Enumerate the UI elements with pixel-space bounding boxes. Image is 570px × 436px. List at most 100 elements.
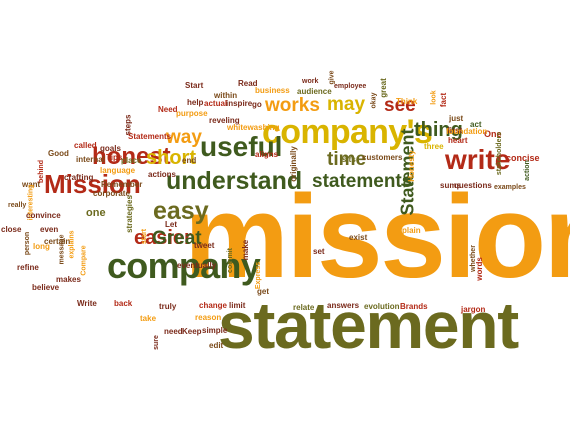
word-commit: commit bbox=[226, 248, 234, 273]
word-one: One bbox=[484, 129, 502, 139]
word-relate: relate bbox=[293, 303, 315, 312]
word-honesty: Honesty bbox=[406, 150, 416, 182]
word-certain: certain bbox=[44, 237, 71, 246]
word-even: even bbox=[40, 225, 59, 234]
word-act: act bbox=[470, 120, 482, 129]
word-aligns: aligns bbox=[255, 150, 279, 159]
word-one: one bbox=[86, 207, 106, 219]
word-express: Express bbox=[255, 261, 263, 290]
word-easy: easy bbox=[153, 197, 209, 225]
word-jargon: jargon bbox=[461, 305, 486, 314]
word-tweet: tweet bbox=[194, 241, 215, 250]
word-great: great bbox=[378, 78, 388, 98]
word-start: Start bbox=[185, 81, 204, 90]
word-work: work bbox=[302, 78, 319, 85]
word-tips: Tips bbox=[106, 153, 123, 162]
word-exist: exist bbox=[349, 233, 368, 242]
word-honest: honest bbox=[92, 143, 171, 170]
word-strategies: strategies bbox=[124, 195, 134, 233]
word-called: called bbox=[74, 141, 97, 150]
word-inspire: inspire bbox=[226, 99, 253, 108]
word-close: close bbox=[1, 225, 22, 234]
word-makes: makes bbox=[56, 275, 81, 284]
word-keep: Keep bbox=[182, 327, 202, 336]
word-corporate: corporate bbox=[93, 189, 130, 198]
word-time: time bbox=[327, 149, 367, 170]
word-originally: originally bbox=[288, 146, 298, 182]
word-works: works bbox=[265, 95, 320, 116]
word-internal: internal bbox=[76, 155, 105, 164]
word-heart: heart bbox=[448, 136, 468, 145]
word-plain: plain bbox=[402, 226, 421, 235]
word-get: get bbox=[257, 287, 269, 296]
word-change: change bbox=[199, 301, 228, 310]
word-audience: audience bbox=[297, 87, 332, 96]
word-person: person bbox=[24, 231, 32, 256]
word-read: Read bbox=[238, 79, 258, 88]
word-great: Great bbox=[152, 228, 202, 249]
word-mission: Mission bbox=[44, 169, 141, 199]
word-sits: sits bbox=[342, 155, 356, 164]
word-let: Let bbox=[165, 220, 177, 229]
word-eventually: eventually bbox=[177, 261, 217, 270]
word-evolution: evolution bbox=[364, 302, 400, 311]
word-stakeholders: stakeholders bbox=[496, 131, 504, 176]
word-make: make bbox=[241, 239, 251, 261]
word-actions: actions bbox=[148, 170, 177, 179]
word-think: Think bbox=[396, 97, 418, 106]
word-simple: simple bbox=[202, 326, 228, 335]
word-good: Good bbox=[48, 149, 69, 158]
word-refine: refine bbox=[17, 263, 39, 272]
word-fact: fact bbox=[439, 92, 449, 108]
word-statements: Statements bbox=[128, 132, 172, 141]
word-remember: Remember bbox=[101, 180, 143, 189]
word-write: Write bbox=[77, 299, 97, 308]
word-sums: sums bbox=[440, 181, 461, 190]
word-limit: limit bbox=[229, 301, 246, 310]
word-need: Need bbox=[158, 105, 178, 114]
word-three: three bbox=[424, 142, 444, 151]
word-okay: okay bbox=[369, 92, 377, 108]
word-words: words bbox=[474, 257, 484, 281]
word-need: need bbox=[164, 327, 183, 336]
word-reason: reason bbox=[195, 313, 222, 322]
word-examples: examples bbox=[494, 184, 526, 191]
word-answers: answers bbox=[327, 301, 360, 310]
word-edit: edit bbox=[209, 341, 224, 350]
word-way: way bbox=[166, 127, 202, 148]
word-whether: whether bbox=[469, 245, 477, 272]
word-foundation: foundation bbox=[446, 127, 488, 136]
word-may: may bbox=[327, 94, 366, 115]
word-want: want bbox=[22, 180, 41, 189]
word-set: set bbox=[313, 247, 325, 256]
word-language: language bbox=[100, 166, 136, 175]
word-within: within bbox=[214, 91, 238, 100]
word-action: action bbox=[523, 160, 531, 181]
word-concise: concise bbox=[506, 153, 540, 163]
word-short: short bbox=[146, 147, 196, 169]
word-brands: Brands bbox=[400, 302, 428, 311]
word-employee: employee bbox=[334, 83, 367, 90]
word-go: go bbox=[252, 100, 262, 109]
word-easier: easier bbox=[134, 227, 192, 249]
word-help: help bbox=[187, 98, 204, 107]
word-reveling: reveling bbox=[209, 116, 240, 125]
word-crafting: crafting bbox=[64, 173, 94, 182]
word-compare: Compare bbox=[80, 244, 88, 276]
word-company-s: company's bbox=[262, 113, 433, 151]
word-start: start bbox=[141, 228, 149, 245]
word-thing: thing bbox=[414, 119, 463, 141]
word-end: end bbox=[182, 156, 197, 165]
word-explains: explains bbox=[68, 229, 76, 259]
word-sure: sure bbox=[152, 335, 160, 350]
word-goals: goals bbox=[100, 144, 121, 153]
word-look: look bbox=[430, 89, 438, 105]
word-purpose: purpose bbox=[176, 109, 208, 118]
word-take: take bbox=[140, 314, 157, 323]
word-statement: statement bbox=[218, 288, 519, 362]
word-business: business bbox=[255, 86, 290, 95]
word-message: message bbox=[57, 234, 65, 264]
word-see: see bbox=[384, 95, 416, 116]
word-whitewashing: whitewashing bbox=[227, 123, 280, 132]
